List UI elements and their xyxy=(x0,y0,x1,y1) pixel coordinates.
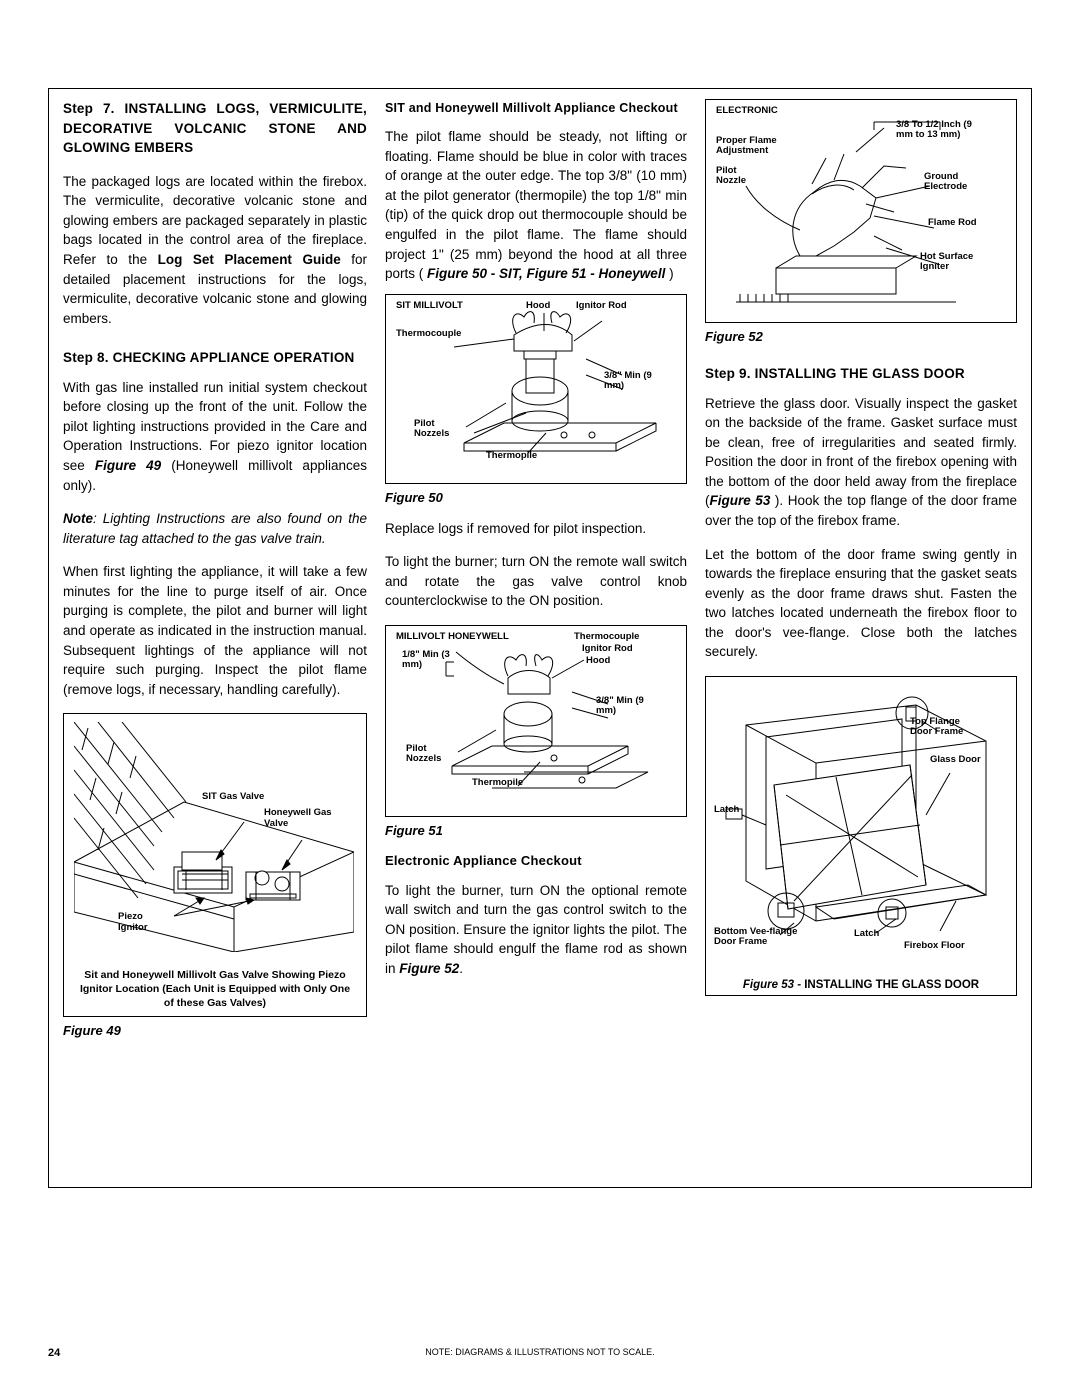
fig51-title: MILLIVOLT HONEYWELL xyxy=(396,632,509,642)
page-number: 24 xyxy=(48,1347,60,1359)
elec-p1b: Figure 52 xyxy=(399,961,459,976)
col2-p1b: Figure 50 - SIT, Figure 51 - Honeywell xyxy=(427,266,669,281)
fig51-caption: Figure 51 xyxy=(385,823,687,838)
step8-p1: With gas line installed run initial syst… xyxy=(63,378,367,495)
fig53-caption-full: Figure 53 - INSTALLING THE GLASS DOOR xyxy=(714,979,1008,991)
fig52-ground-electrode: Ground Electrode xyxy=(924,172,984,193)
fig52-pilot-nozzle: Pilot Nozzle xyxy=(716,166,766,187)
step9-p1: Retrieve the glass door. Visually inspec… xyxy=(705,394,1017,531)
fig52-meas: 3/8 To 1/2 Inch (9 mm to 13 mm) xyxy=(896,120,986,141)
col2-p1: The pilot flame should be steady, not li… xyxy=(385,127,687,284)
fig49-caption-bold: Sit and Honeywell Millivolt Gas Valve Sh… xyxy=(74,969,356,1010)
step7-heading: Step 7. INSTALLING LOGS, VERMICULITE, DE… xyxy=(63,99,367,158)
fig51-meas: 3/8" Min (9 mm) xyxy=(596,696,656,717)
step7-paragraph: The packaged logs are located within the… xyxy=(63,172,367,329)
col2-p1a: The pilot flame should be steady, not li… xyxy=(385,129,687,281)
fig53-glass-door: Glass Door xyxy=(930,755,981,765)
column-3: ELECTRONIC 3/8 To 1/2 Inch (9 mm to 13 m… xyxy=(705,99,1017,1177)
fig49-label-honeywell: Honeywell Gas Valve xyxy=(264,808,334,829)
fig52-flame-rod: Flame Rod xyxy=(928,218,977,228)
step9-p1a: Retrieve the glass door. Visually inspec… xyxy=(705,396,1017,509)
fig51-min18: 1/8" Min (3 mm) xyxy=(402,650,452,671)
sit-honeywell-heading: SIT and Honeywell Millivolt Appliance Ch… xyxy=(385,99,687,117)
col2-p1c: ) xyxy=(669,266,674,281)
fig51-hood: Hood xyxy=(586,656,610,666)
step8-p1b: Figure 49 xyxy=(95,458,161,473)
fig50-ignitor: Ignitor Rod xyxy=(576,301,627,311)
fig50-caption: Figure 50 xyxy=(385,490,687,505)
column-2: SIT and Honeywell Millivolt Appliance Ch… xyxy=(385,99,687,1177)
fig50-pilot-nozzles: Pilot Nozzels xyxy=(414,419,464,440)
fig52-hot-surface: Hot Surface Igniter xyxy=(920,252,988,273)
fig53-bottom-vee: Bottom Vee-flange Door Frame xyxy=(714,927,814,948)
fig51-pilot-nozzles: Pilot Nozzels xyxy=(406,744,456,765)
fig52-proper-flame: Proper Flame Adjustment xyxy=(716,136,786,157)
step9-heading: Step 9. INSTALLING THE GLASS DOOR xyxy=(705,364,1017,384)
step8-note: Note: Lighting Instructions are also fou… xyxy=(63,509,367,548)
page-border: Step 7. INSTALLING LOGS, VERMICULITE, DE… xyxy=(48,88,1032,1188)
fig53-latch2: Latch xyxy=(854,929,879,939)
footer-note: NOTE: DIAGRAMS & ILLUSTRATIONS NOT TO SC… xyxy=(425,1347,654,1357)
step8-p2: When first lighting the appliance, it wi… xyxy=(63,562,367,699)
step9-p1b: Figure 53 xyxy=(710,493,775,508)
fig53-cap-body: INSTALLING THE GLASS DOOR xyxy=(801,979,979,991)
fig49-caption: Figure 49 xyxy=(63,1023,367,1038)
elec-p1: To light the burner, turn ON the optiona… xyxy=(385,881,687,979)
elec-p1c: . xyxy=(459,961,463,976)
figure-49-box: SIT Gas Valve Honeywell Gas Valve Piezo … xyxy=(63,713,367,1017)
step7-p1b: Log Set Placement Guide xyxy=(158,252,341,267)
step8-heading: Step 8. CHECKING APPLIANCE OPERATION xyxy=(63,348,367,368)
step8-note-body: : Lighting Instructions are also found o… xyxy=(63,511,367,546)
figure-52-box: ELECTRONIC 3/8 To 1/2 Inch (9 mm to 13 m… xyxy=(705,99,1017,323)
elec-heading: Electronic Appliance Checkout xyxy=(385,852,687,871)
step8-note-prefix: Note xyxy=(63,511,93,526)
fig52-caption: Figure 52 xyxy=(705,329,1017,344)
fig53-top-flange: Top Flange Door Frame xyxy=(910,717,980,738)
fig50-hood: Hood xyxy=(526,301,550,311)
fig51-thermopile: Thermopile xyxy=(472,778,523,788)
fig53-firebox-floor: Firebox Floor xyxy=(904,941,965,951)
col2-p2: Replace logs if removed for pilot inspec… xyxy=(385,519,687,539)
fig53-latch: Latch xyxy=(714,805,739,815)
figure-49-svg xyxy=(74,722,354,952)
fig50-meas: 3/8" Min (9 mm) xyxy=(604,371,664,392)
figure-50-box: SIT MILLIVOLT Hood Ignitor Rod Thermocou… xyxy=(385,294,687,484)
fig49-label-sit: SIT Gas Valve xyxy=(202,792,264,802)
fig51-ignitor: Ignitor Rod xyxy=(582,644,633,654)
fig50-title: SIT MILLIVOLT xyxy=(396,301,463,311)
figure-53-box: Top Flange Door Frame Glass Door Latch B… xyxy=(705,676,1017,996)
fig51-thermocouple: Thermocouple xyxy=(574,632,639,642)
fig52-title: ELECTRONIC xyxy=(716,106,778,116)
column-1: Step 7. INSTALLING LOGS, VERMICULITE, DE… xyxy=(63,99,367,1177)
fig50-thermocouple: Thermocouple xyxy=(396,329,461,339)
fig50-thermopile: Thermopile xyxy=(486,451,537,461)
fig49-label-piezo: Piezo Ignitor xyxy=(118,912,168,933)
fig53-cap-prefix: Figure 53 - xyxy=(743,979,801,991)
col2-p3: To light the burner; turn ON the remote … xyxy=(385,552,687,611)
step9-p2: Let the bottom of the door frame swing g… xyxy=(705,545,1017,662)
figure-51-box: MILLIVOLT HONEYWELL Thermocouple Ignitor… xyxy=(385,625,687,817)
page-footer: 24 NOTE: DIAGRAMS & ILLUSTRATIONS NOT TO… xyxy=(0,1347,1080,1359)
